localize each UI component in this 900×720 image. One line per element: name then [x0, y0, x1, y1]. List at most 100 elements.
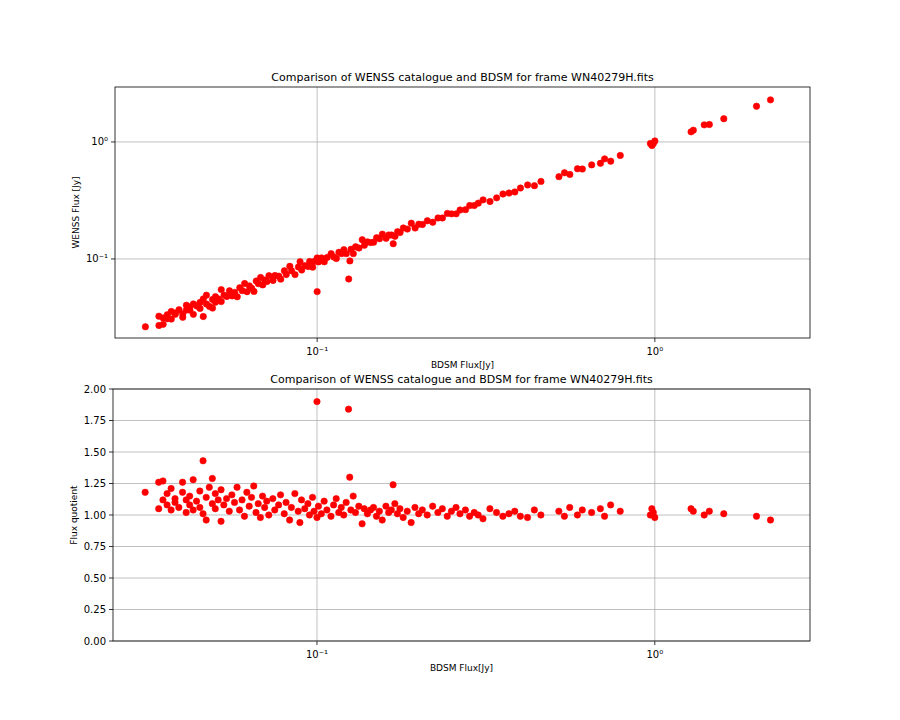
tick-label: 10⁻¹ [306, 346, 328, 357]
axes: 10⁻¹10⁰10⁻¹10⁰Comparison of WENSS catalo… [71, 71, 810, 370]
point [190, 507, 196, 513]
point [160, 321, 166, 327]
point [261, 504, 267, 510]
point [493, 509, 499, 515]
point [753, 513, 759, 519]
tick-label: 0.25 [84, 604, 106, 615]
tick-label: 1.00 [84, 510, 106, 521]
point [168, 485, 174, 491]
point [277, 492, 283, 498]
point [200, 458, 206, 464]
title: Comparison of WENSS catalogue and BDSM f… [270, 373, 653, 386]
x-axis-label: BDSM Flux[Jy] [431, 360, 494, 370]
tick-mark [109, 515, 113, 516]
point [314, 398, 320, 404]
tick-mark [654, 641, 655, 645]
tick-label: 1.25 [84, 478, 106, 489]
point [215, 497, 221, 503]
point [506, 511, 512, 517]
point [229, 492, 235, 498]
point [346, 276, 352, 282]
point [281, 511, 287, 517]
axes: 10⁻¹10⁰0.000.250.500.751.001.251.501.752… [69, 373, 810, 673]
point [286, 517, 292, 523]
point [721, 116, 727, 122]
point [176, 504, 182, 510]
point [253, 509, 259, 515]
point [706, 121, 712, 127]
point [439, 506, 445, 512]
point [517, 185, 523, 191]
point [218, 487, 224, 493]
point [388, 507, 394, 513]
point [328, 513, 334, 519]
point [400, 514, 406, 520]
point [218, 298, 224, 304]
point [270, 495, 276, 501]
tick-mark [111, 141, 115, 142]
grid-line [115, 141, 810, 142]
tick-label: 0.50 [84, 573, 106, 584]
grid-line [113, 420, 810, 421]
tick-mark [109, 452, 113, 453]
tick-mark [109, 609, 113, 610]
point [179, 479, 185, 485]
point [190, 477, 196, 483]
point [246, 503, 252, 509]
point [561, 513, 567, 519]
grid-line [113, 483, 810, 484]
point [324, 507, 330, 513]
point [341, 512, 347, 518]
point [318, 511, 324, 517]
point [190, 311, 196, 317]
point [524, 514, 530, 520]
point [333, 495, 339, 501]
point [218, 518, 224, 524]
frame [115, 87, 810, 338]
point [142, 489, 148, 495]
point [767, 97, 773, 103]
point [251, 483, 257, 489]
point [168, 507, 174, 513]
point [652, 514, 658, 520]
point [690, 127, 696, 133]
point [212, 506, 218, 512]
tick-label: 1.75 [84, 415, 106, 426]
point [160, 478, 166, 484]
point [556, 508, 562, 514]
point [187, 493, 193, 499]
point [197, 305, 203, 311]
point [234, 484, 240, 490]
point [203, 517, 209, 523]
point [487, 198, 493, 204]
point [512, 189, 518, 195]
point [156, 506, 162, 512]
point [292, 490, 298, 496]
tick-label: 10⁰ [91, 136, 108, 147]
points [142, 398, 774, 527]
point [376, 508, 382, 514]
point [493, 195, 499, 201]
tick-label: 0.75 [84, 541, 106, 552]
point [295, 508, 301, 514]
tick-label: 10⁻¹ [86, 253, 108, 264]
point [209, 475, 215, 481]
point [480, 197, 486, 203]
point [315, 503, 321, 509]
y-axis-label: WENSS Flux [Jy] [71, 176, 81, 248]
point [617, 508, 623, 514]
point [607, 502, 613, 508]
point [500, 513, 506, 519]
point [278, 276, 284, 282]
tick-mark [109, 578, 113, 579]
point [404, 226, 410, 232]
point [392, 500, 398, 506]
point [538, 512, 544, 518]
tick-label: 10⁰ [646, 649, 663, 660]
tick-label: 1.50 [84, 447, 106, 458]
point [311, 508, 317, 514]
x-axis-label: BDSM Flux[Jy] [430, 663, 493, 673]
point [338, 504, 344, 510]
point [142, 324, 148, 330]
point [419, 507, 425, 513]
